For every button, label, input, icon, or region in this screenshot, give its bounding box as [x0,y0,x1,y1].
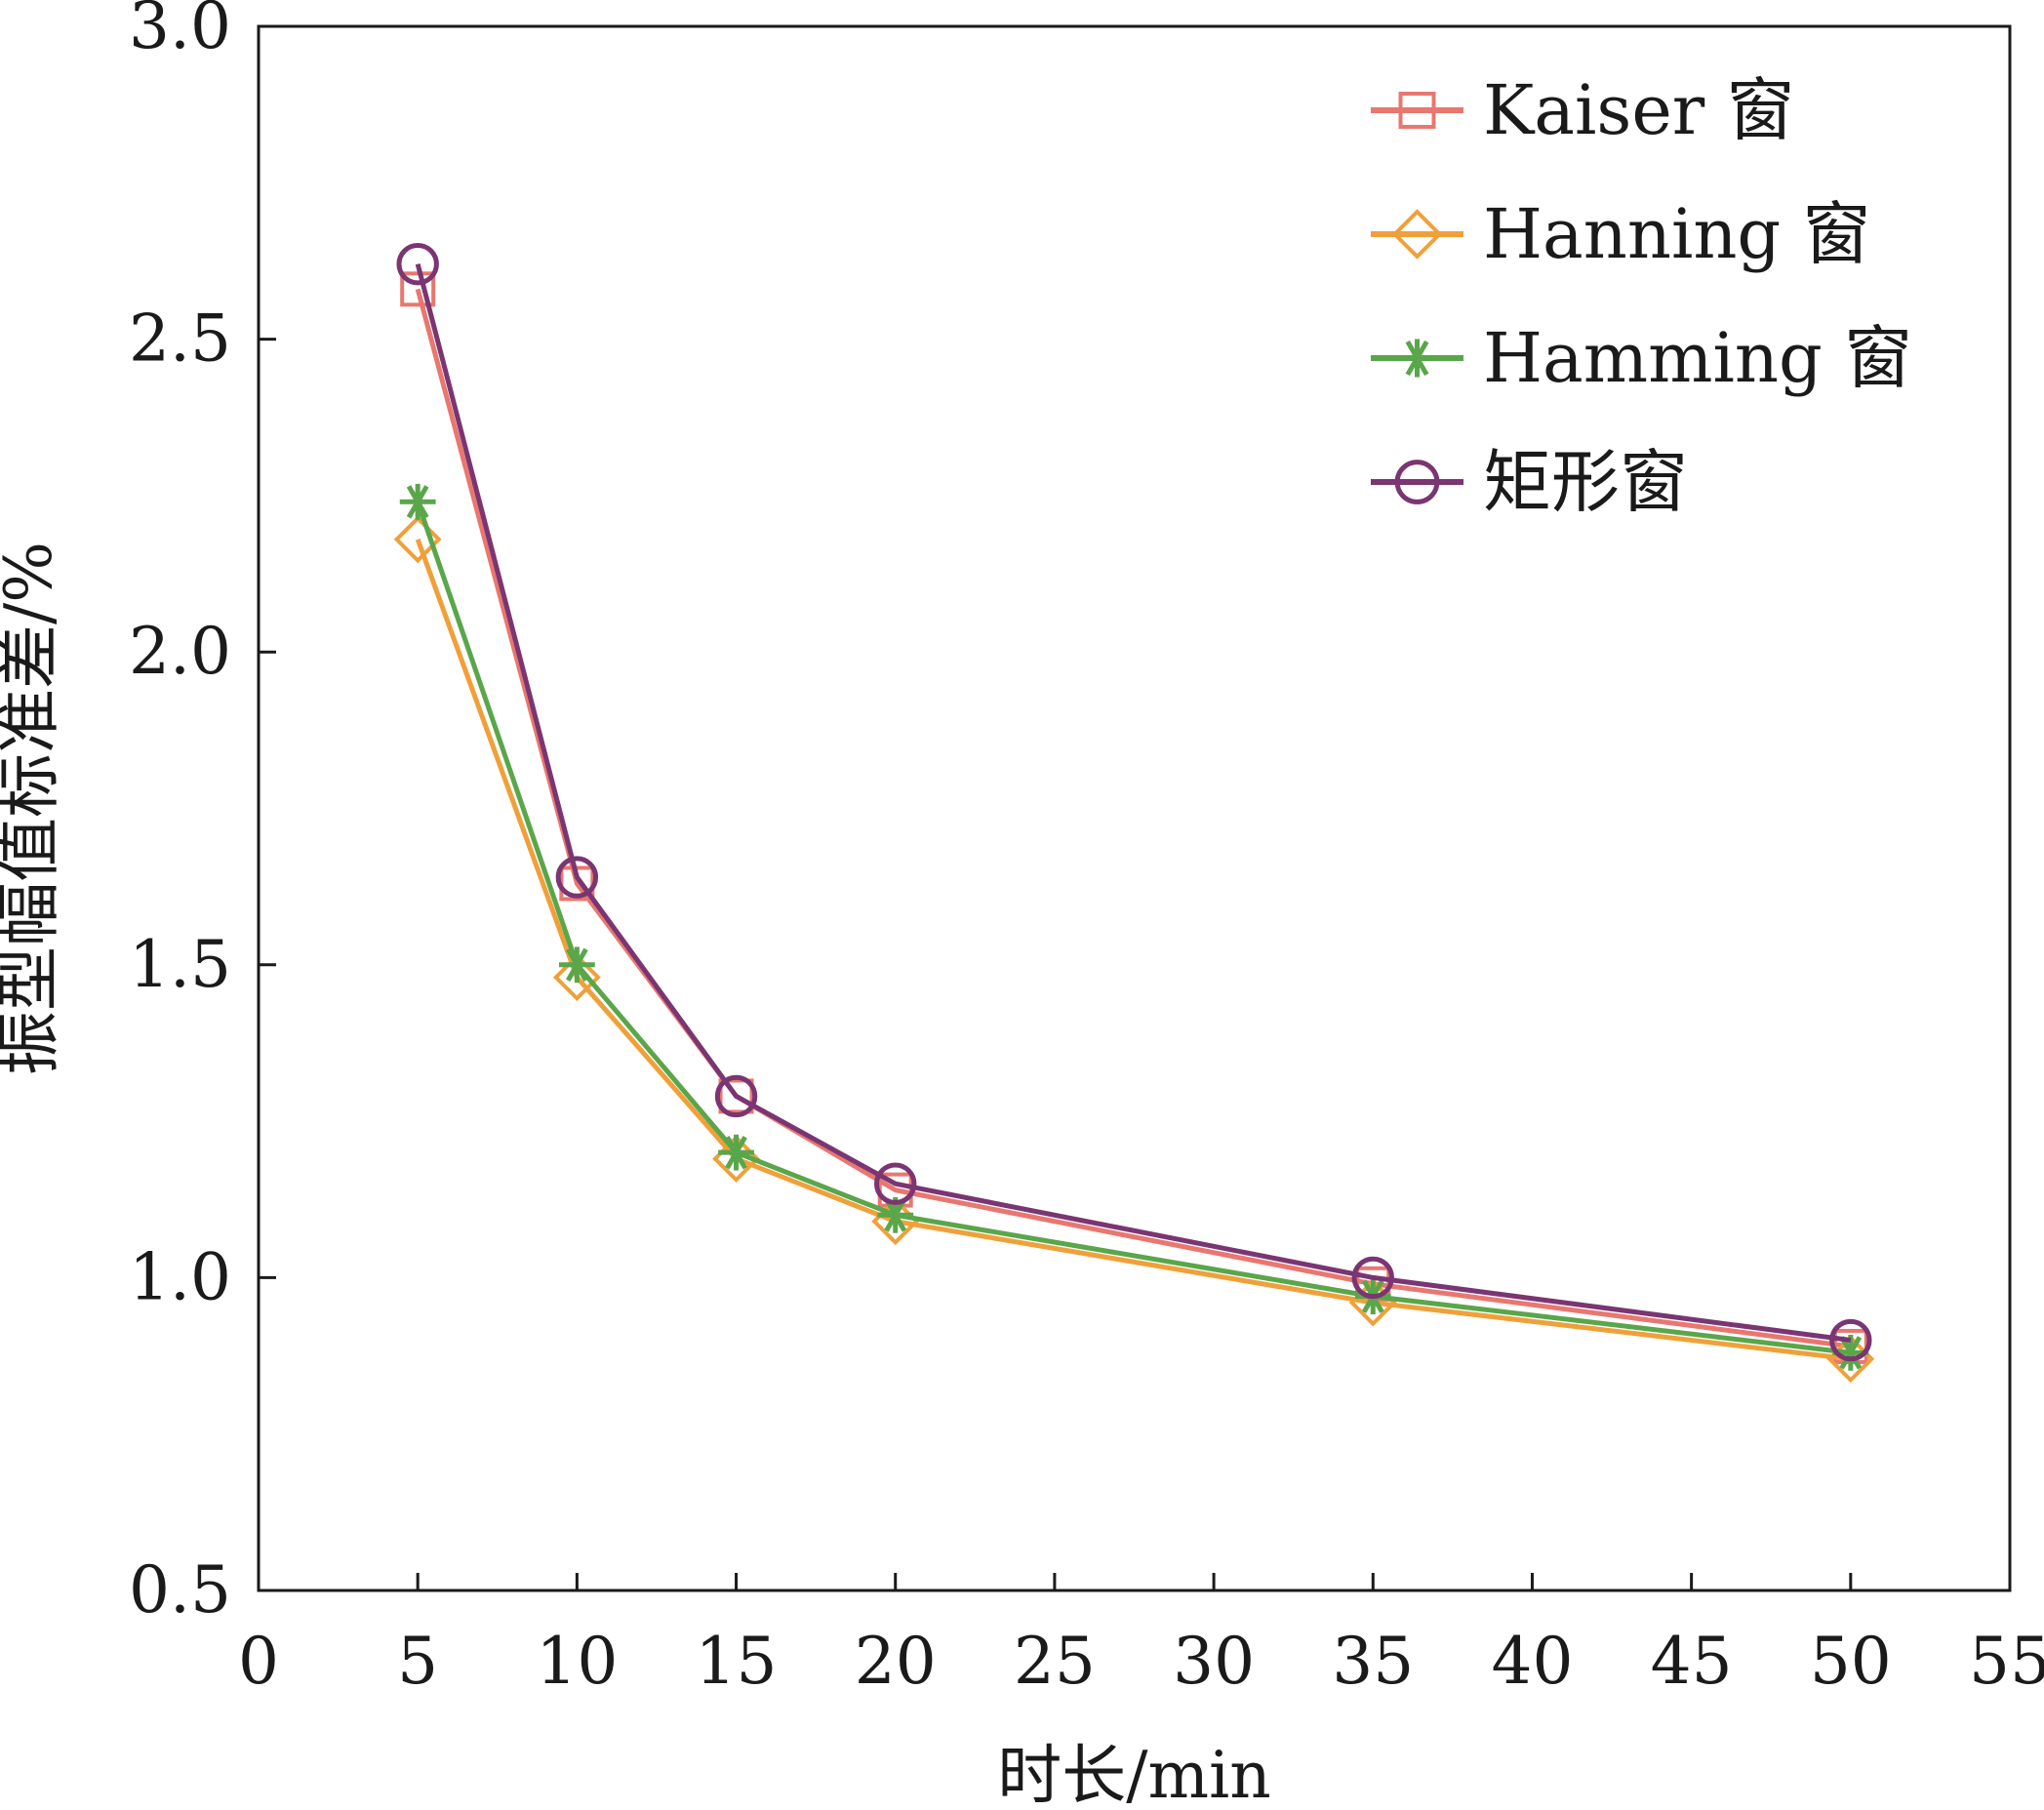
legend-marker [1394,460,1440,504]
legend-label: Kaiser 窗 [1483,70,1794,150]
x-tick-label: 35 [1332,1624,1414,1699]
series-line [415,501,1852,1355]
x-tick-label: 5 [397,1624,438,1699]
x-axis-title: 时长/min [997,1738,1270,1810]
data-point [1351,1256,1394,1300]
legend-marker [1398,92,1436,129]
data-point [714,1074,758,1118]
legend-marker [1391,209,1443,260]
y-tick-label: 2.5 [129,302,231,377]
y-tick-label: 3.0 [129,0,231,63]
legend-item: Hamming 窗 [1371,318,1912,398]
y-tick-label: 1.0 [129,1239,231,1314]
x-tick-label: 25 [1014,1624,1096,1699]
x-tick-label: 55 [1969,1624,2044,1699]
y-tick-label: 2.0 [129,614,231,689]
x-tick-label: 10 [536,1624,618,1699]
x-tick-label: 40 [1491,1624,1573,1699]
y-tick-label: 1.5 [129,927,231,1002]
x-tick-label: 50 [1810,1624,1892,1699]
x-tick-label: 15 [696,1624,778,1699]
data-point [555,856,599,899]
series-0 [400,271,1868,1364]
plot-frame [257,24,2012,1592]
legend-marker [1397,339,1437,378]
legend-item: Hanning 窗 [1371,194,1870,274]
x-tick-label: 45 [1651,1624,1733,1699]
legend-label: Hanning 窗 [1483,194,1870,274]
data-point [874,1162,917,1205]
series-1 [393,515,1875,1384]
series-line [415,263,1852,1343]
data-point [393,515,442,564]
legend-label: 矩形窗 [1483,442,1688,522]
y-axis-title: 振型幅值标准差/% [0,542,66,1075]
legend-item: 矩形窗 [1371,442,1688,522]
series-3 [396,242,1872,1362]
data-point [1829,1318,1872,1362]
data-point [552,953,601,1002]
series-line [415,538,1852,1362]
x-tick-label: 30 [1173,1624,1255,1699]
legend-item: Kaiser 窗 [1371,70,1794,150]
axes: 0 5 10 15 20 25 30 35 40 45 50 55 0.5 1.0 1.5 2.0 2.5 3.0 [129,0,2044,1699]
data-point [558,946,595,984]
y-tick-label: 0.5 [129,1552,231,1628]
series-2 [399,483,1869,1371]
x-tick-label: 20 [855,1624,937,1699]
x-tick-label: 0 [238,1624,279,1699]
data-point [399,483,436,520]
data-point [1832,1334,1869,1371]
series-layer [393,242,1875,1384]
legend-label: Hamming 窗 [1483,318,1912,398]
data-point [718,1078,754,1114]
data-point [877,1196,914,1233]
data-point [396,242,439,286]
data-point [718,1134,754,1171]
